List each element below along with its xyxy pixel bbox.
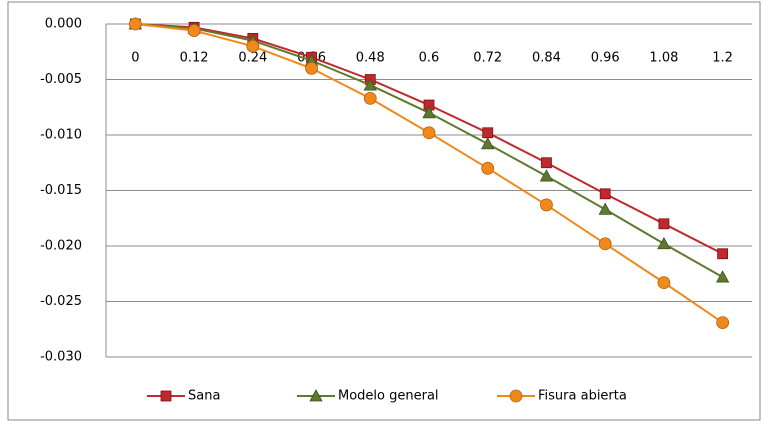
- y-tick-label: -0.005: [40, 72, 82, 87]
- data-point: [541, 157, 552, 169]
- x-tick-label: 1.08: [649, 51, 678, 66]
- chart-frame: [7, 1, 761, 421]
- data-point: [305, 62, 318, 75]
- data-point: [246, 39, 260, 53]
- data-point: [422, 126, 436, 140]
- data-point: [540, 198, 553, 212]
- data-point: [598, 202, 612, 215]
- legend-label: Fisura abierta: [538, 389, 627, 404]
- x-tick-label: 0.84: [532, 51, 561, 66]
- data-point: [422, 105, 436, 119]
- legend-marker: [509, 389, 523, 403]
- legend-marker: [309, 389, 323, 402]
- y-tick-label: -0.015: [40, 183, 82, 198]
- x-tick-label: 0.48: [356, 51, 385, 66]
- y-tick-label: -0.030: [40, 350, 82, 365]
- data-point: [717, 248, 729, 260]
- y-tick-label: -0.020: [40, 239, 82, 254]
- x-tick-label: 0.72: [473, 51, 502, 66]
- data-point: [481, 161, 495, 175]
- data-point: [716, 316, 730, 329]
- data-point: [598, 237, 612, 251]
- x-tick-label: 0: [131, 51, 139, 66]
- legend-label: Modelo general: [338, 389, 439, 404]
- data-point: [481, 137, 495, 150]
- x-tick-label: 0.96: [591, 51, 620, 66]
- data-point: [539, 169, 554, 182]
- data-point: [657, 236, 671, 250]
- data-point: [187, 24, 201, 38]
- legend-marker: [160, 390, 172, 402]
- data-point: [657, 276, 671, 290]
- data-point: [715, 270, 730, 283]
- y-tick-label: -0.025: [40, 294, 82, 309]
- legend-label: Sana: [188, 389, 220, 404]
- data-point: [482, 127, 494, 139]
- data-point: [128, 17, 142, 31]
- data-point: [363, 78, 377, 91]
- x-tick-label: 1.2: [712, 51, 733, 66]
- y-tick-label: 0.000: [45, 17, 82, 32]
- x-tick-label: 0.12: [180, 51, 209, 66]
- data-point: [658, 218, 670, 230]
- x-tick-label: 0.24: [238, 51, 267, 66]
- data-point: [599, 188, 611, 200]
- y-tick-label: -0.010: [40, 128, 82, 143]
- x-tick-label: 0.6: [419, 51, 440, 66]
- data-point: [363, 91, 377, 105]
